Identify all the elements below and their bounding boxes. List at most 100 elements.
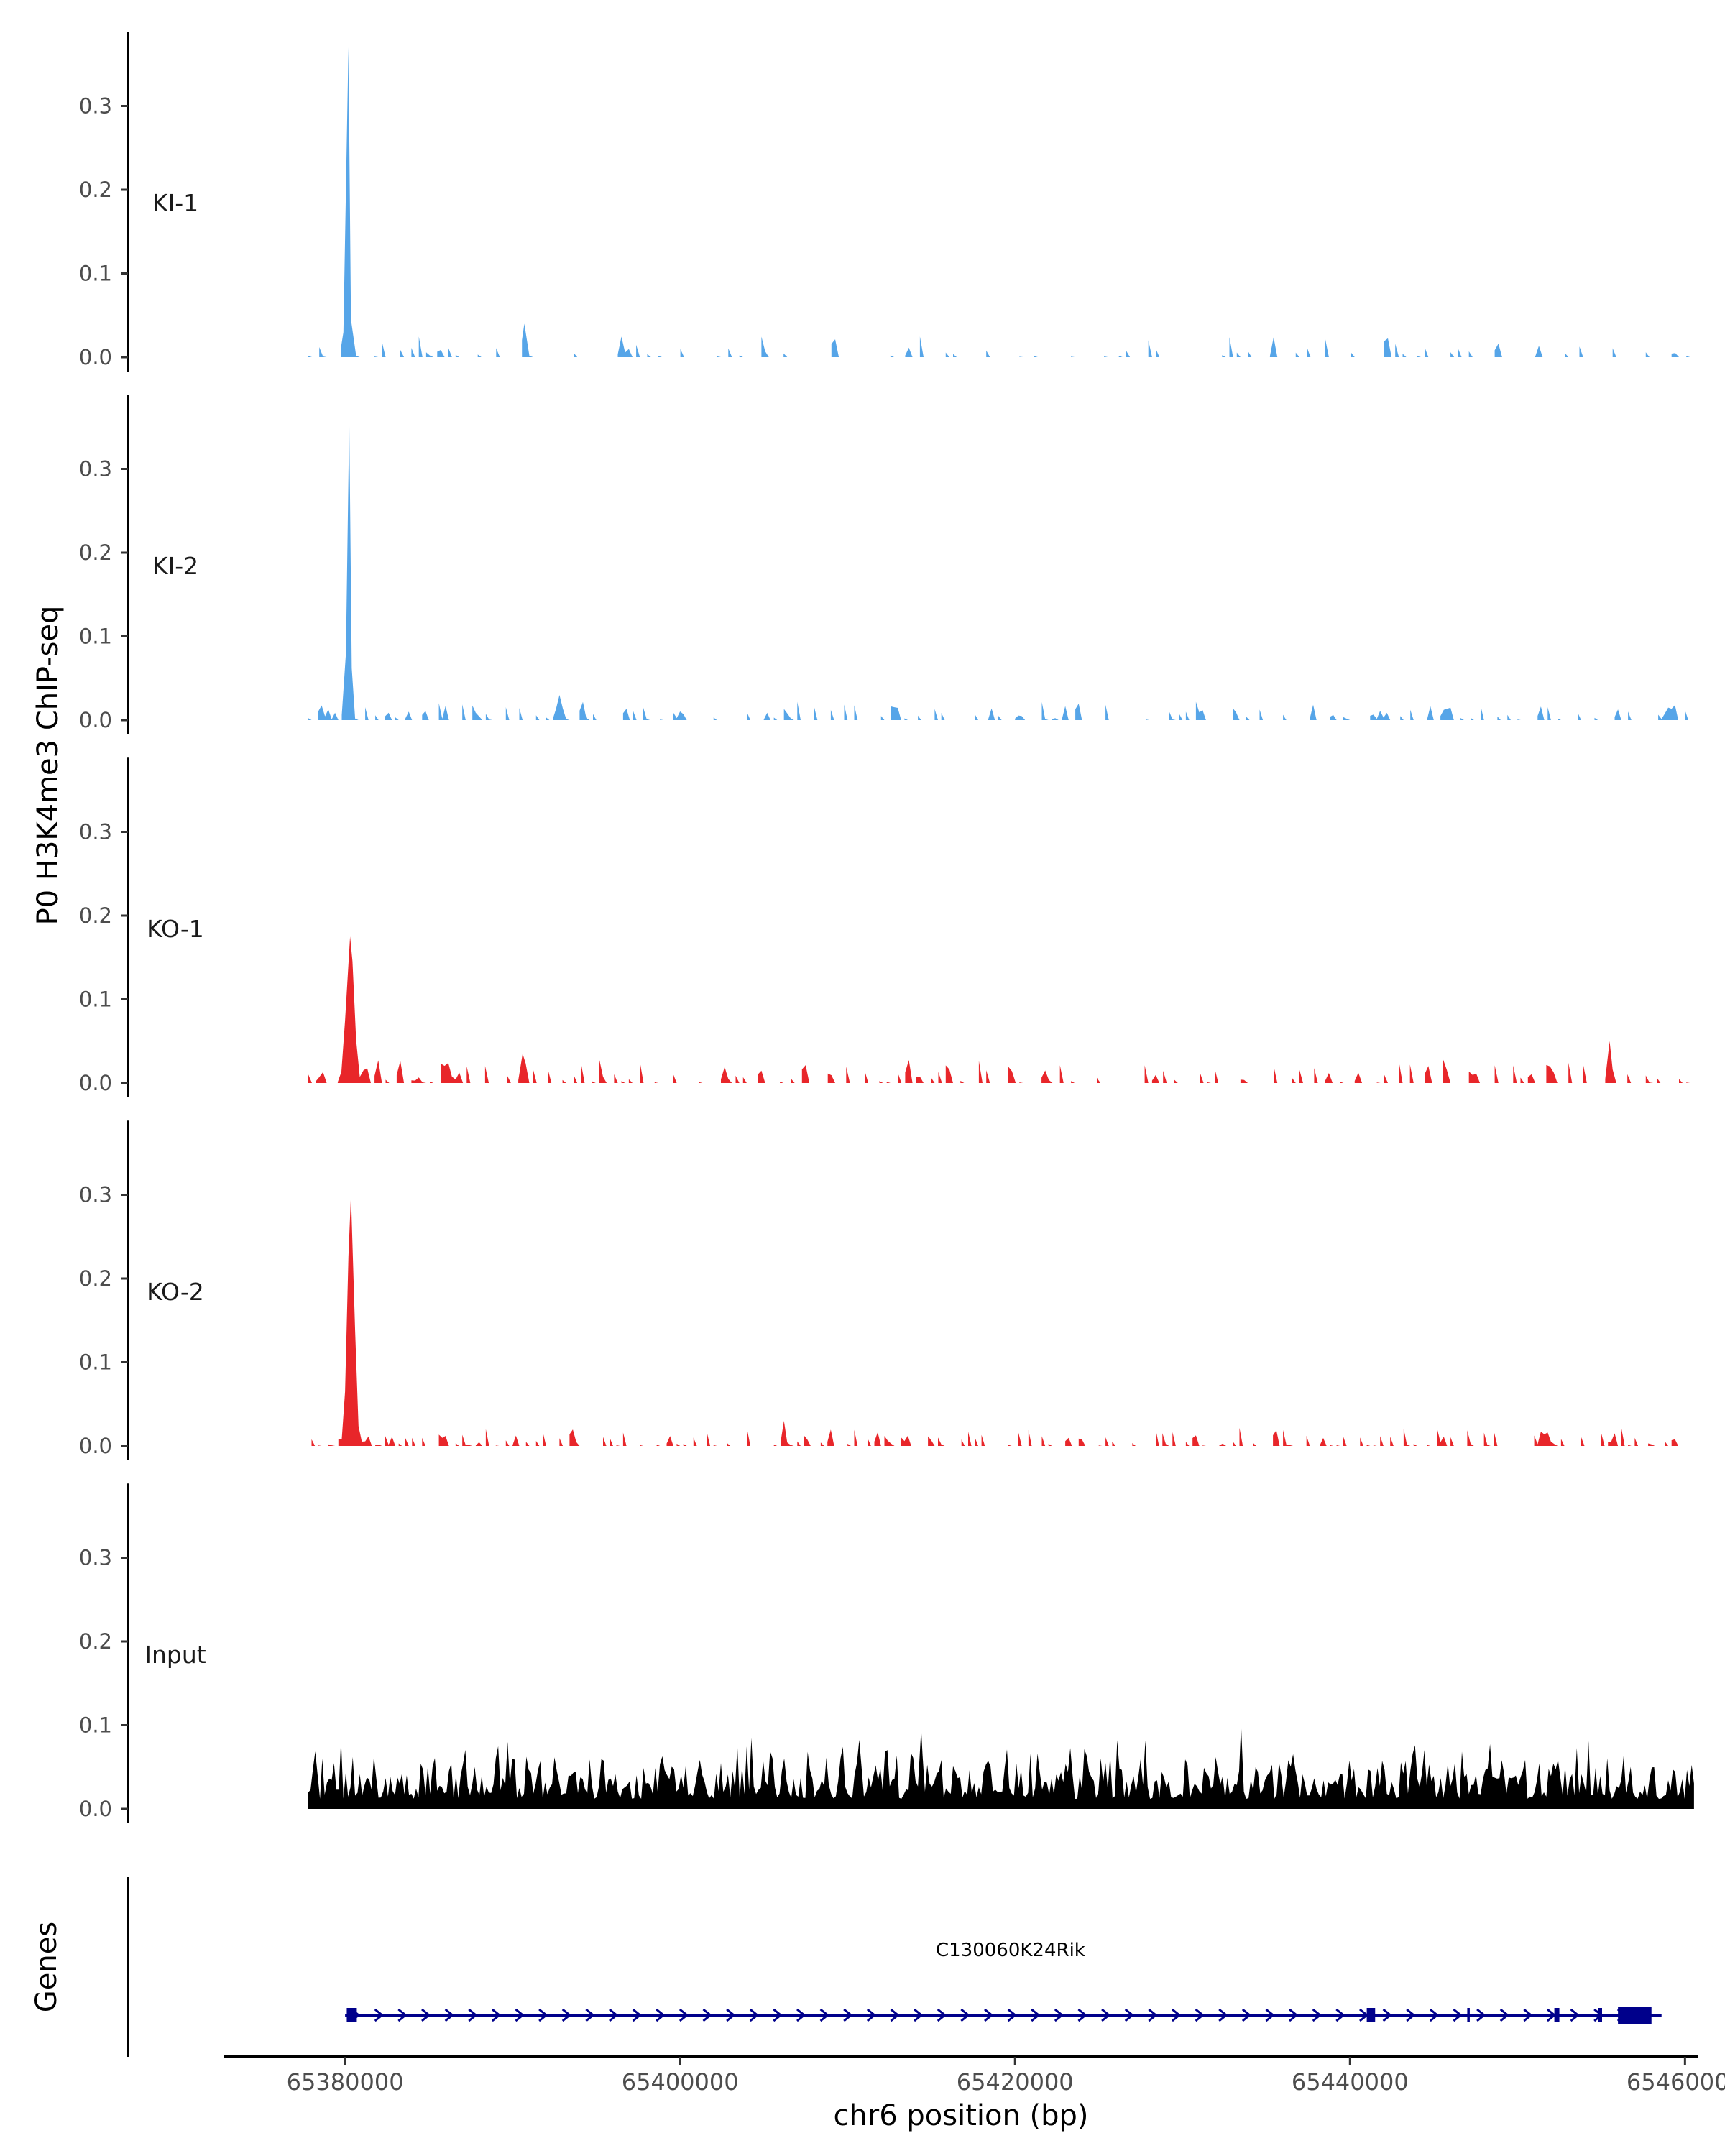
strand-chevron	[397, 2008, 408, 2022]
gene-exon	[1554, 2008, 1560, 2022]
x-axis: 65380000 65400000 65420000 65440000 65460000	[224, 2055, 1725, 2096]
strand-chevron	[468, 2008, 478, 2022]
strand-chevron	[702, 2008, 712, 2022]
strand-chevron	[678, 2008, 689, 2022]
gene-exon	[1366, 2008, 1376, 2022]
signal-area	[308, 936, 1690, 1083]
x-tick-label: 65460000	[1627, 2068, 1725, 2096]
strand-chevron	[1124, 2008, 1135, 2022]
genes-track: Genes C130060K24Rik	[30, 1877, 1662, 2057]
x-axis-title: chr6 position (bp)	[833, 2099, 1088, 2132]
track-panel: 0.0 0.1 0.2 0.3 KI-1	[79, 32, 1690, 372]
strand-chevron	[444, 2008, 454, 2022]
y-tick-label: 0.0	[79, 1071, 112, 1095]
strand-chevron	[1335, 2008, 1346, 2022]
strand-chevron	[1101, 2008, 1111, 2022]
strand-chevron	[632, 2008, 642, 2022]
strand-chevron	[1406, 2008, 1416, 2022]
strand-chevron	[1054, 2008, 1064, 2022]
strand-chevron	[1172, 2008, 1182, 2022]
strand-chevron	[1195, 2008, 1205, 2022]
strand-chevron	[538, 2008, 548, 2022]
track-panel: 0.0 0.1 0.2 0.3 Input	[79, 1483, 1694, 1823]
y-tick-label: 0.3	[79, 1183, 112, 1207]
strand-chevron	[890, 2008, 900, 2022]
y-tick-label: 0.2	[79, 540, 112, 565]
y-tick-label: 0.1	[79, 262, 112, 286]
gene-exon	[1467, 2008, 1470, 2022]
x-tick-label: 65420000	[957, 2068, 1074, 2096]
genes-track-label: Genes	[30, 1922, 63, 2012]
y-tick-label: 0.1	[79, 987, 112, 1012]
strand-chevron	[515, 2008, 525, 2022]
strand-chevron	[796, 2008, 806, 2022]
strand-chevron	[726, 2008, 736, 2022]
gene-exon	[1618, 2007, 1652, 2024]
signal-area	[308, 1725, 1694, 1809]
strand-chevron	[1241, 2008, 1252, 2022]
track-label: KI-1	[152, 189, 198, 217]
gene-exon	[1598, 2008, 1602, 2022]
signal-area	[311, 1194, 1678, 1446]
strand-chevron	[656, 2008, 666, 2022]
track-panel: 0.0 0.1 0.2 0.3 KO-1	[79, 757, 1690, 1097]
track-label: KO-1	[147, 915, 204, 943]
strand-chevron	[1218, 2008, 1228, 2022]
gene-exon	[346, 2008, 357, 2022]
strand-chevron	[1031, 2008, 1041, 2022]
tracks-layer: 0.00.10.20.3KI-10.00.10.20.3KI-20.00.10.…	[79, 32, 1696, 1823]
strand-chevron	[1382, 2008, 1392, 2022]
strand-chevron	[937, 2008, 947, 2022]
y-axis-title: P0 H3K4me3 ChIP-seq	[32, 606, 65, 926]
y-tick-label: 0.2	[79, 1629, 112, 1654]
strand-chevron	[1312, 2008, 1322, 2022]
track-label: KO-2	[147, 1278, 204, 1306]
y-tick-label: 0.1	[79, 625, 112, 649]
strand-chevron	[773, 2008, 783, 2022]
strand-chevron	[421, 2008, 431, 2022]
y-tick-label: 0.0	[79, 345, 112, 369]
strand-chevron	[1570, 2008, 1580, 2022]
strand-chevron	[1429, 2008, 1440, 2022]
strand-chevron	[749, 2008, 760, 2022]
strand-chevron	[819, 2008, 829, 2022]
strand-chevron	[866, 2008, 877, 2022]
strand-chevron	[1265, 2008, 1275, 2022]
y-tick-label: 0.3	[79, 457, 112, 482]
gene-name-label: C130060K24Rik	[936, 1940, 1085, 1961]
strand-chevron	[1499, 2008, 1510, 2022]
strand-chevron	[1007, 2008, 1017, 2022]
strand-chevron	[374, 2008, 385, 2022]
strand-chevron	[984, 2008, 994, 2022]
strand-chevron	[585, 2008, 595, 2022]
strand-chevron	[1148, 2008, 1158, 2022]
x-tick-label: 65380000	[287, 2068, 404, 2096]
strand-chevron	[960, 2008, 970, 2022]
strand-chevron	[609, 2008, 619, 2022]
strand-chevron	[1523, 2008, 1533, 2022]
track-panel: 0.0 0.1 0.2 0.3 KI-2	[79, 395, 1696, 734]
y-tick-label: 0.1	[79, 1350, 112, 1375]
y-tick-label: 0.2	[79, 903, 112, 928]
x-tick-label: 65400000	[622, 2068, 739, 2096]
x-tick-label: 65440000	[1292, 2068, 1409, 2096]
y-tick-label: 0.0	[79, 1797, 112, 1821]
signal-area	[308, 418, 1696, 720]
strand-chevron	[1476, 2008, 1486, 2022]
strand-chevron	[843, 2008, 853, 2022]
y-tick-label: 0.2	[79, 178, 112, 202]
strand-chevron	[914, 2008, 924, 2022]
y-tick-label: 0.3	[79, 820, 112, 844]
track-label: Input	[144, 1641, 206, 1669]
y-tick-label: 0.1	[79, 1713, 112, 1738]
track-label: KI-2	[152, 552, 198, 580]
y-tick-label: 0.2	[79, 1266, 112, 1291]
strand-chevron	[491, 2008, 502, 2022]
strand-chevron	[1077, 2008, 1087, 2022]
signal-area	[308, 47, 1690, 358]
strand-chevron	[561, 2008, 572, 2022]
strand-chevron	[1453, 2008, 1463, 2022]
y-tick-label: 0.3	[79, 1546, 112, 1570]
y-tick-label: 0.0	[79, 708, 112, 732]
